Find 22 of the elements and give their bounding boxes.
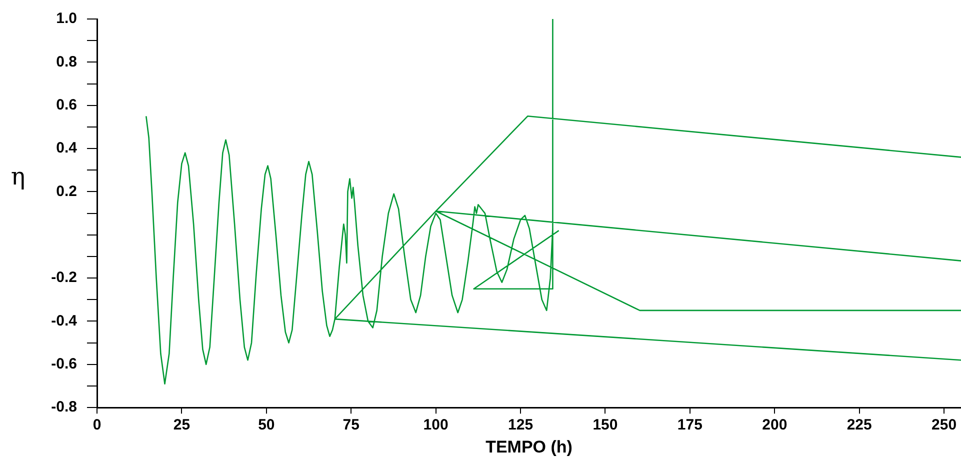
- x-tick-label: 50: [258, 416, 275, 434]
- x-tick-label: 75: [342, 416, 360, 434]
- x-tick-label: 200: [762, 416, 788, 434]
- x-tick-label: 175: [677, 416, 702, 434]
- x-tick-label: 0: [92, 416, 102, 434]
- y-tick-label: 0.6: [56, 96, 77, 114]
- y-tick-label: -0.2: [51, 269, 77, 286]
- x-axis-title: TEMPO (h): [486, 437, 572, 456]
- x-tick-label: 125: [508, 416, 534, 434]
- y-tick-label: -0.6: [51, 356, 77, 373]
- x-tick-label: 250: [932, 416, 957, 434]
- x-tick-label: 225: [846, 416, 872, 434]
- x-tick-label: 100: [423, 416, 448, 434]
- y-axis-title: η: [10, 162, 26, 191]
- y-tick-label: 1.0: [56, 10, 77, 28]
- y-tick-label: 0.4: [56, 140, 78, 157]
- y-tick-label: 0.8: [56, 53, 77, 70]
- x-tick-label: 25: [173, 416, 190, 434]
- y-tick-label: -0.8: [51, 398, 77, 416]
- y-tick-label: -0.4: [51, 312, 78, 330]
- x-tick-label: 150: [592, 416, 618, 434]
- y-tick-label: 0.2: [56, 182, 77, 200]
